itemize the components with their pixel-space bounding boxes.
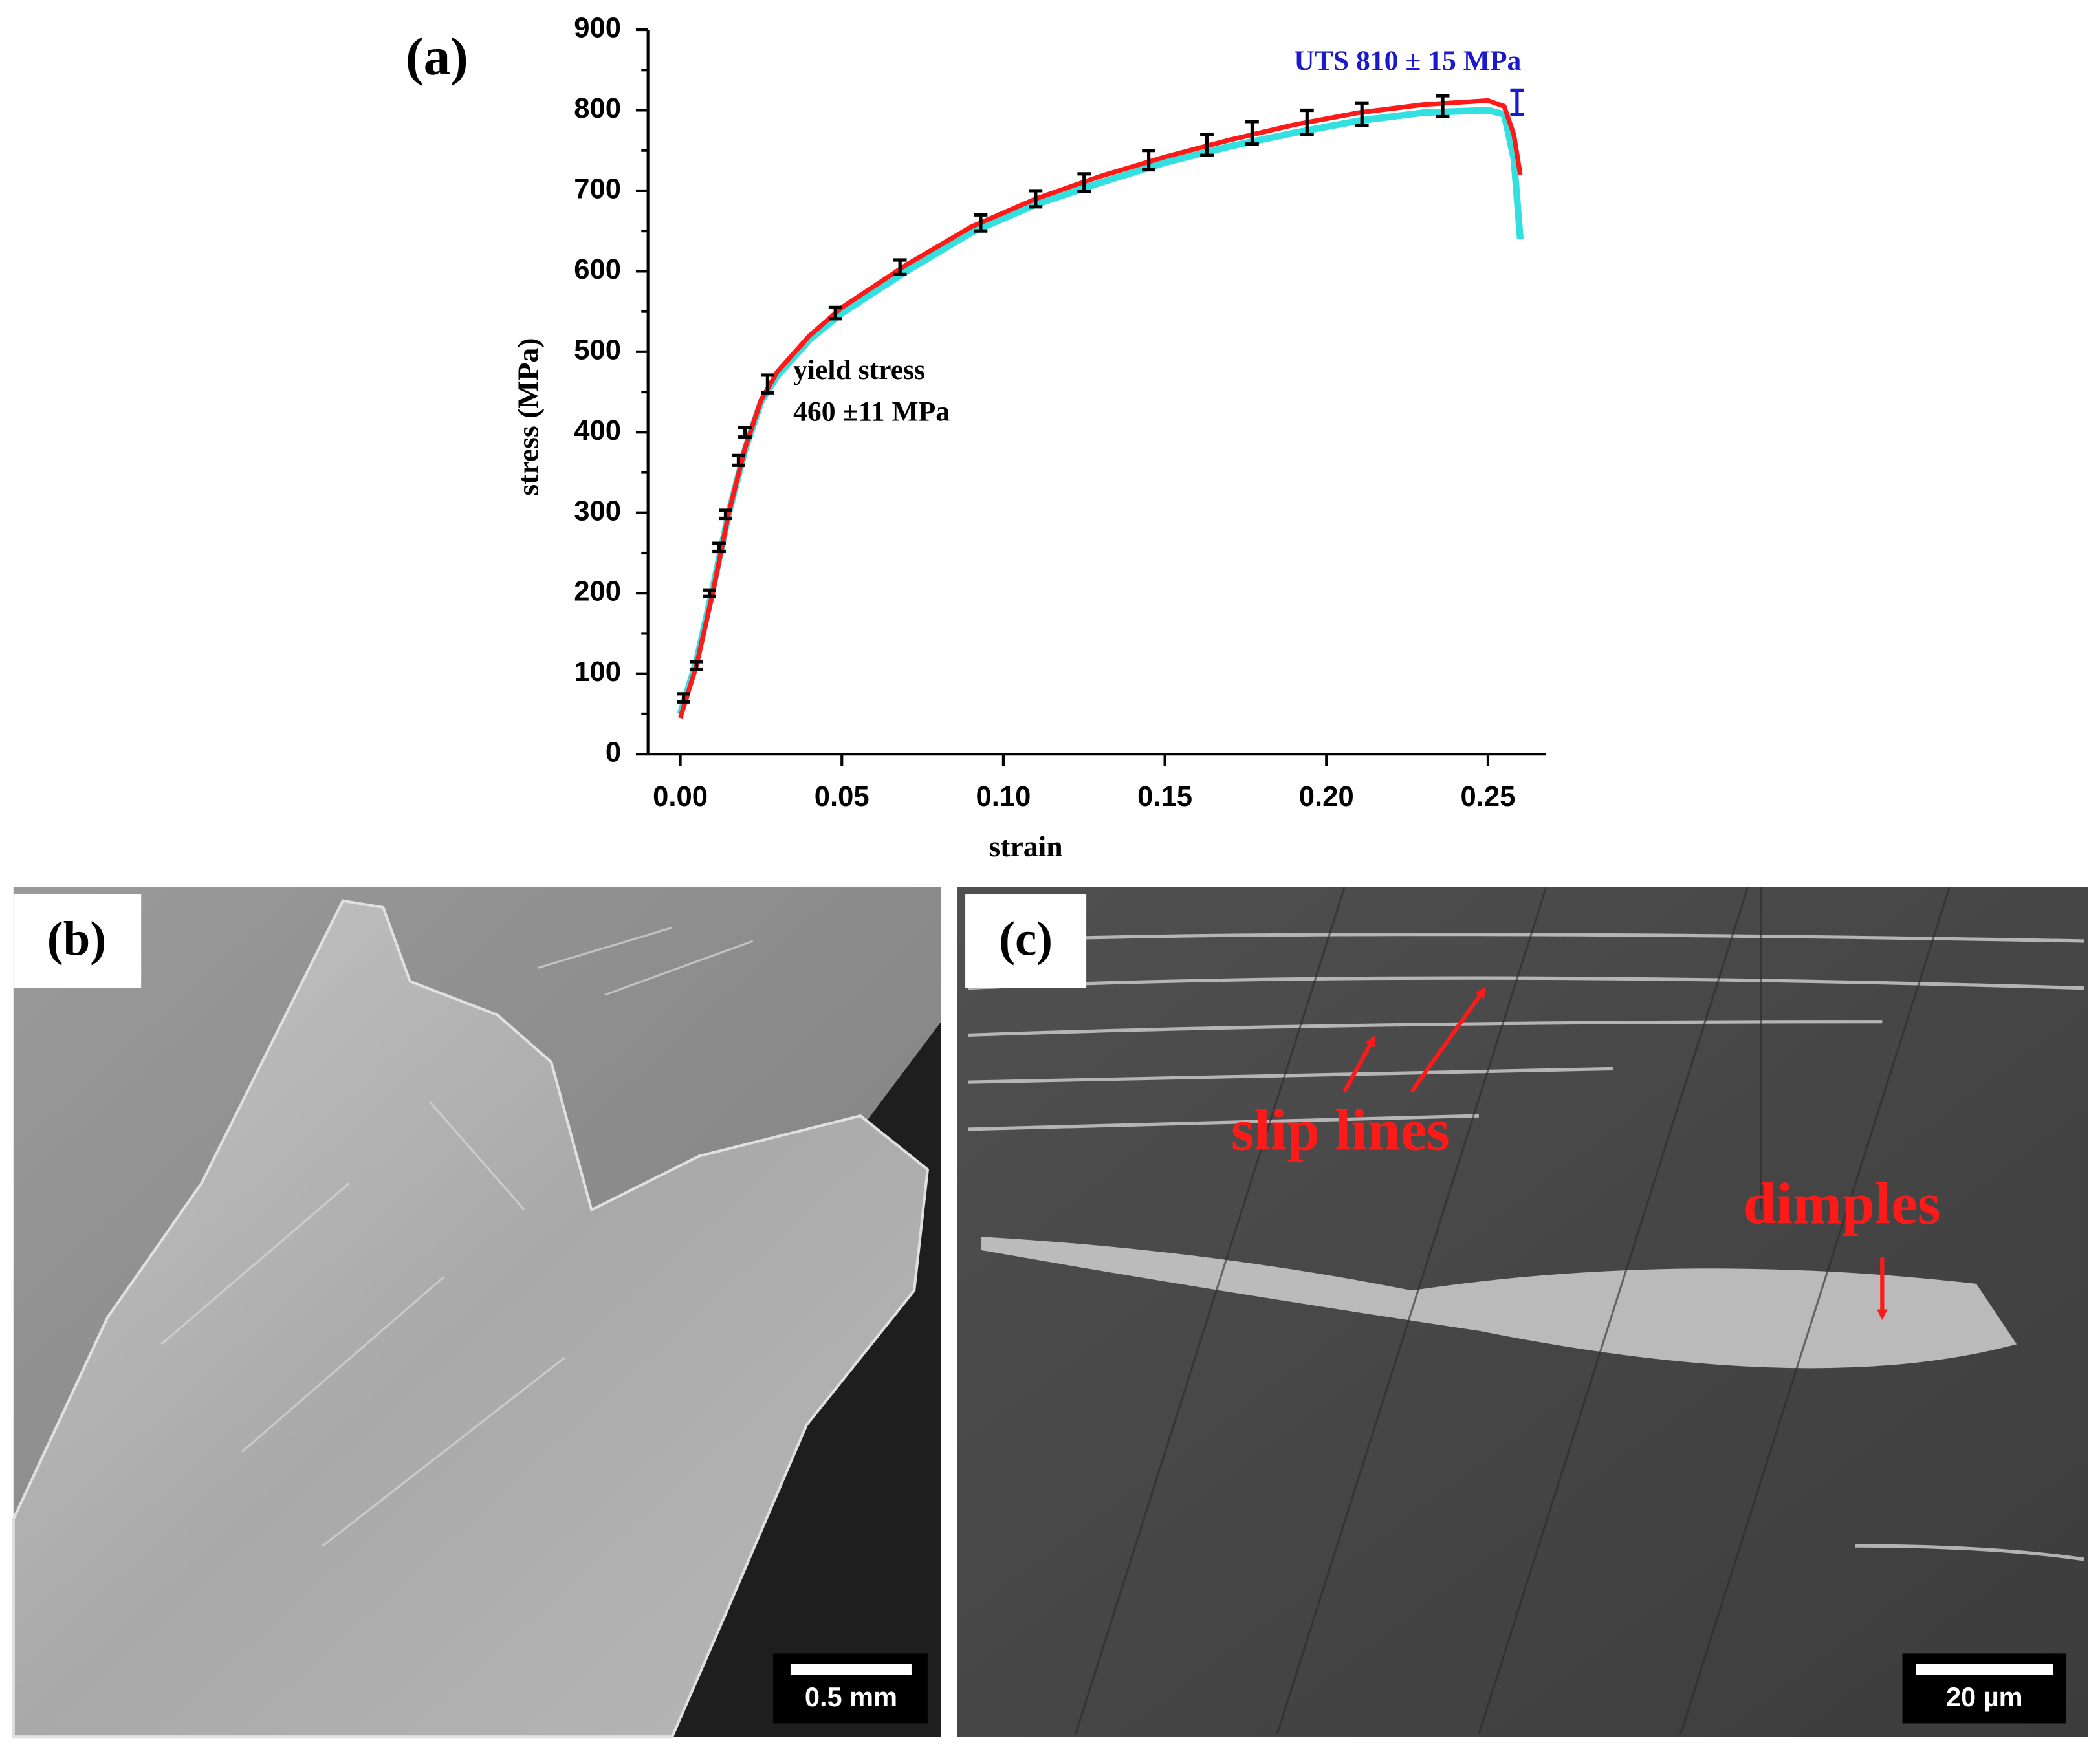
error-bar: [761, 373, 774, 395]
error-bar: [1245, 120, 1259, 146]
x-tick-label: 0.25: [1460, 781, 1515, 812]
y-tick-label: 100: [574, 656, 621, 688]
error-bar: [732, 453, 745, 467]
error-bar: [1436, 94, 1450, 119]
error-bar: [1300, 108, 1314, 136]
sem-image-b: [12, 887, 941, 1739]
error-bar: [1029, 189, 1043, 209]
y-tick-label: 600: [574, 254, 621, 285]
error-bar: [690, 660, 703, 672]
error-bar: [1142, 149, 1156, 172]
x-tick-label: 0.05: [815, 781, 870, 812]
error-bar: [1200, 133, 1214, 157]
y-tick-label: 700: [574, 173, 621, 204]
y-tick-label: 800: [574, 92, 621, 124]
y-tick-label: 900: [574, 12, 621, 44]
panel-label: (a): [406, 27, 468, 86]
error-bar: [893, 258, 907, 276]
panel-label: (b): [47, 912, 106, 966]
panel-label-box: [965, 894, 1087, 988]
scale-bar-label: 20 µm: [1946, 1682, 2023, 1712]
annotation: 460 ±11 MPa: [793, 396, 950, 427]
error-bar: [719, 508, 732, 521]
x-tick-label: 0.10: [976, 781, 1031, 812]
plot: 0 100 200 300 400 500 600 700 800 900 0.00 0.05 0.10…: [574, 12, 1546, 812]
y-tick-label: 400: [574, 415, 621, 446]
x-tick-label: 0.20: [1299, 781, 1354, 812]
error-bar: [712, 541, 726, 554]
y-tick-label: 500: [574, 334, 621, 365]
error-bar: [974, 213, 988, 233]
x-tick-label: 0.15: [1137, 781, 1192, 812]
error-bar: [1510, 88, 1524, 116]
scale-bar: [790, 1664, 912, 1675]
error-bar: [738, 426, 752, 439]
annotation: yield stress: [793, 354, 925, 385]
sem-image-c: [957, 887, 2088, 1737]
scale-bar-label: 0.5 mm: [805, 1682, 897, 1712]
line-series: [678, 98, 1523, 719]
annotation: dimples: [1744, 1171, 1941, 1237]
panel-label: (c): [999, 912, 1053, 966]
error-bar: [1355, 101, 1369, 127]
annotation: UTS 810 ± 15 MPa: [1294, 45, 1521, 76]
annotation-arrows: [1342, 987, 1888, 1321]
error-bar: [1077, 172, 1091, 193]
y-tick-label: 300: [574, 495, 621, 526]
error-bar: [828, 305, 842, 321]
y-tick-label: 200: [574, 576, 621, 607]
annotation: slip lines: [1231, 1097, 1450, 1162]
panel-label-box: [13, 894, 142, 988]
y-tick-label: 0: [606, 737, 621, 768]
error-bar: [703, 588, 716, 598]
error-bar: [677, 692, 690, 704]
x-axis-label: strain: [989, 830, 1062, 863]
x-tick-label: 0.00: [653, 781, 708, 812]
scale-bar: [1916, 1664, 2053, 1675]
y-axis-label: stress (MPa): [511, 338, 544, 495]
